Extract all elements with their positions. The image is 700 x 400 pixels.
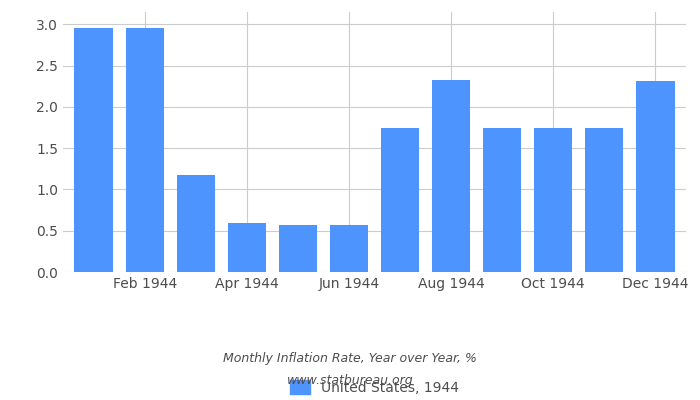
Bar <box>74 28 113 272</box>
Bar <box>483 128 522 272</box>
Bar <box>534 128 573 272</box>
Bar <box>330 225 368 272</box>
Bar <box>228 223 266 272</box>
Bar <box>279 225 317 272</box>
Bar <box>125 28 164 272</box>
Bar <box>176 175 215 272</box>
Legend: United States, 1944: United States, 1944 <box>284 374 465 400</box>
Bar <box>432 80 470 272</box>
Bar <box>381 128 419 272</box>
Text: Monthly Inflation Rate, Year over Year, %: Monthly Inflation Rate, Year over Year, … <box>223 352 477 365</box>
Text: www.statbureau.org: www.statbureau.org <box>287 374 413 387</box>
Bar <box>585 128 624 272</box>
Bar <box>636 80 675 272</box>
